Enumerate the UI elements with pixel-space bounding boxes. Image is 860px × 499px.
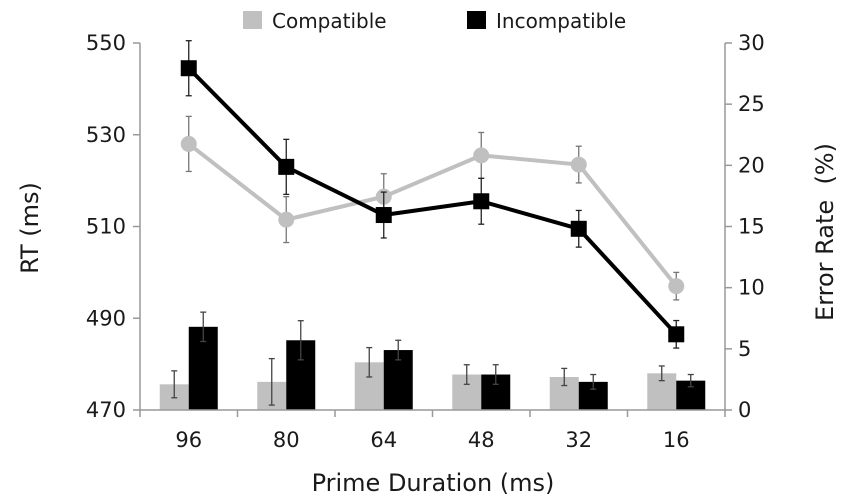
legend-label-compatible: Compatible: [272, 9, 387, 33]
rt-point-incompatible: [473, 193, 490, 210]
x-tick-label: 32: [565, 428, 592, 452]
rt-lines: [180, 40, 685, 349]
legend-swatch-incompatible: [467, 11, 486, 29]
right-y-tick-label: 25: [738, 92, 765, 116]
legend-swatch-compatible: [243, 11, 262, 29]
left-y-ticks: 470 490 510 530 550: [86, 31, 140, 422]
legend-label-incompatible: Incompatible: [496, 9, 626, 33]
x-tick-label: 64: [370, 428, 397, 452]
legend: Compatible Incompatible: [243, 9, 626, 33]
x-ticks: 96 80 64 48 32 16: [139, 410, 726, 452]
x-axis-title: Prime Duration (ms): [312, 469, 555, 497]
right-y-ticks: 0 5 10 15 20 25 30: [725, 31, 765, 422]
left-y-tick-label: 490: [86, 306, 126, 330]
x-tick-label: 48: [468, 428, 495, 452]
rt-point-compatible: [473, 147, 490, 164]
x-tick-label: 16: [663, 428, 690, 452]
rt-line-incompatible: [187, 66, 678, 336]
error-rate-bars: [159, 311, 706, 410]
rt-point-compatible: [180, 135, 197, 152]
right-y-tick-label: 20: [738, 153, 765, 177]
rt-line-compatible: [187, 142, 678, 288]
x-tick-label: 96: [175, 428, 202, 452]
left-y-tick-label: 510: [86, 215, 126, 239]
rt-point-incompatible: [375, 207, 392, 224]
rt-point-incompatible: [180, 60, 197, 77]
left-y-tick-label: 550: [86, 31, 126, 55]
right-y-tick-label: 30: [738, 31, 765, 55]
rt-point-compatible: [668, 278, 685, 295]
x-tick-label: 80: [273, 428, 300, 452]
rt-point-compatible: [278, 211, 295, 228]
right-y-tick-label: 5: [738, 337, 751, 361]
left-y-tick-label: 470: [86, 398, 126, 422]
right-y-tick-label: 15: [738, 215, 765, 239]
rt-point-compatible: [570, 156, 587, 173]
rt-point-incompatible: [570, 220, 587, 237]
left-y-axis-title: RT (ms): [16, 182, 44, 274]
rt-point-incompatible: [278, 158, 295, 175]
left-y-tick-label: 530: [86, 123, 126, 147]
right-y-tick-label: 10: [738, 276, 765, 300]
right-y-axis-title: Error Rate (%): [811, 143, 839, 321]
right-y-tick-label: 0: [738, 398, 751, 422]
rt-point-incompatible: [668, 326, 685, 343]
